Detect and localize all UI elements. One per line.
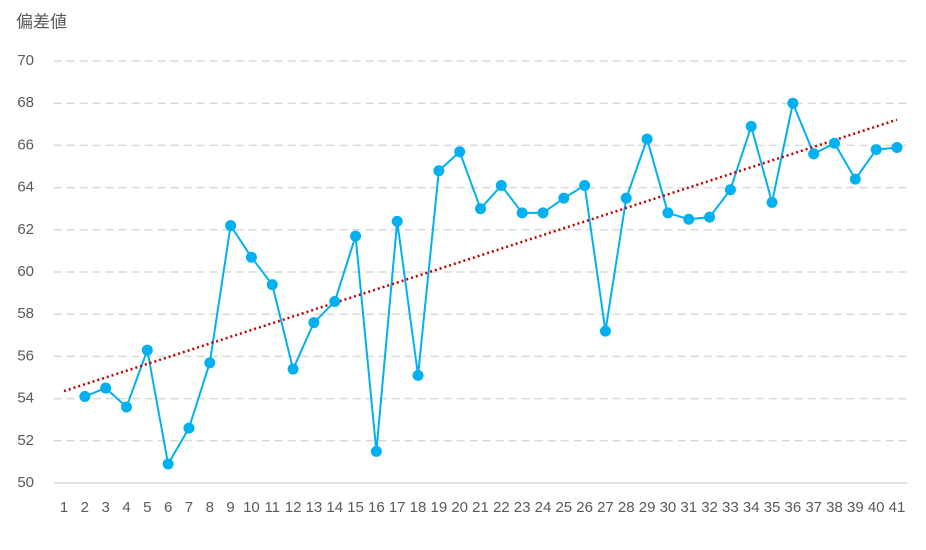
x-tick-label: 5 <box>143 499 151 516</box>
x-tick-label: 28 <box>618 499 635 516</box>
x-tick-label: 16 <box>368 499 385 516</box>
y-tick-label: 58 <box>17 305 34 322</box>
x-tick-label: 37 <box>805 499 822 516</box>
x-tick-label: 24 <box>535 499 552 516</box>
x-tick-label: 30 <box>660 499 677 516</box>
data-point <box>245 251 257 263</box>
data-point <box>516 207 528 219</box>
y-tick-label: 56 <box>17 347 34 364</box>
y-axis-label: 偏差値 <box>16 12 67 31</box>
x-tick-label: 21 <box>472 499 489 516</box>
data-point <box>766 196 778 208</box>
x-tick-label: 27 <box>597 499 614 516</box>
x-tick-label: 39 <box>847 499 864 516</box>
x-tick-label: 10 <box>243 499 260 516</box>
data-point <box>100 382 112 394</box>
data-point <box>808 148 820 160</box>
x-tick-label: 36 <box>785 499 802 516</box>
data-point <box>620 192 632 204</box>
x-tick-label: 23 <box>514 499 531 516</box>
data-point <box>558 192 570 204</box>
x-tick-label: 22 <box>493 499 510 516</box>
data-point <box>350 230 362 242</box>
data-point <box>891 142 903 154</box>
y-tick-label: 60 <box>17 263 34 280</box>
x-tick-label: 14 <box>326 499 343 516</box>
x-tick-label: 9 <box>226 499 234 516</box>
x-tick-label: 2 <box>81 499 89 516</box>
data-point <box>287 363 299 375</box>
data-point <box>141 344 153 356</box>
data-point <box>370 445 382 457</box>
data-point <box>662 207 674 219</box>
data-point <box>599 325 611 337</box>
data-point <box>162 458 174 470</box>
y-tick-label: 54 <box>17 390 34 407</box>
x-tick-label: 38 <box>826 499 843 516</box>
data-point <box>787 97 799 109</box>
data-point <box>391 215 403 227</box>
x-tick-label: 35 <box>764 499 781 516</box>
data-point <box>329 296 341 308</box>
data-point <box>120 401 132 413</box>
y-tick-label: 64 <box>17 179 34 196</box>
x-tick-label: 11 <box>264 499 280 516</box>
x-tick-label: 1 <box>60 499 68 516</box>
data-point <box>204 357 216 369</box>
x-tick-label: 12 <box>285 499 302 516</box>
x-tick-label: 25 <box>555 499 572 516</box>
data-point <box>454 146 466 158</box>
x-tick-label: 18 <box>410 499 427 516</box>
data-point <box>183 422 195 434</box>
data-point <box>79 390 91 402</box>
x-tick-label: 40 <box>868 499 885 516</box>
y-tick-label: 70 <box>17 52 34 69</box>
series-line <box>84 99 898 467</box>
x-tick-label: 31 <box>680 499 697 516</box>
x-tick-label: 29 <box>639 499 656 516</box>
data-point <box>308 317 320 329</box>
y-tick-label: 66 <box>17 136 34 153</box>
data-point <box>683 213 695 225</box>
x-tick-label: 19 <box>431 499 448 516</box>
x-tick-label: 13 <box>306 499 323 516</box>
data-point <box>641 133 653 145</box>
x-tick-label: 34 <box>743 499 760 516</box>
x-tick-label: 20 <box>451 499 468 516</box>
data-point <box>829 137 841 149</box>
y-tick-label: 52 <box>17 432 34 449</box>
x-tick-label: 41 <box>889 499 906 516</box>
x-tick-label: 7 <box>185 499 193 516</box>
data-point <box>495 179 507 191</box>
data-point <box>579 179 591 191</box>
data-point <box>849 173 861 185</box>
x-tick-label: 15 <box>347 499 364 516</box>
y-tick-label: 62 <box>17 221 34 238</box>
x-tick-label: 17 <box>389 499 406 516</box>
y-tick-label: 68 <box>17 94 34 111</box>
data-point <box>225 220 237 232</box>
x-tick-label: 26 <box>576 499 593 516</box>
trendline <box>63 118 898 393</box>
x-tick-label: 4 <box>122 499 130 516</box>
y-tick-label: 50 <box>17 474 34 491</box>
x-tick-label: 33 <box>722 499 739 516</box>
data-point <box>433 165 445 177</box>
data-point <box>704 211 716 223</box>
data-point <box>537 207 549 219</box>
x-tick-label: 8 <box>206 499 214 516</box>
x-tick-label: 3 <box>101 499 109 516</box>
x-tick-label: 32 <box>701 499 718 516</box>
x-tick-label: 6 <box>164 499 172 516</box>
data-point <box>475 203 486 215</box>
data-point <box>724 184 736 196</box>
data-point <box>266 279 278 291</box>
data-point <box>412 369 424 381</box>
data-point <box>870 144 882 156</box>
data-point <box>745 120 757 132</box>
